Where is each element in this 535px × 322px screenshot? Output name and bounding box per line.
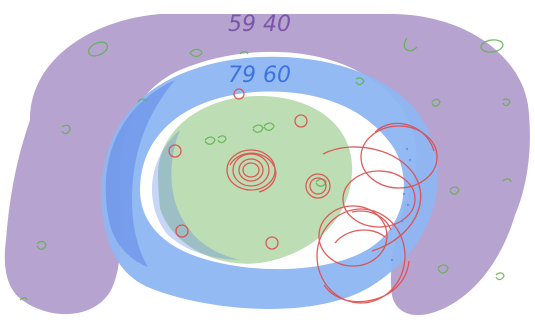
top-inner-label: 79 60 — [228, 63, 291, 88]
inner-crescent — [152, 130, 240, 260]
green-scribbles — [19, 37, 512, 301]
top-outer-label: 59 40 — [228, 12, 291, 37]
blue-sweep — [105, 80, 175, 267]
blue-dots — [390, 147, 412, 262]
red-marks — [168, 88, 438, 304]
